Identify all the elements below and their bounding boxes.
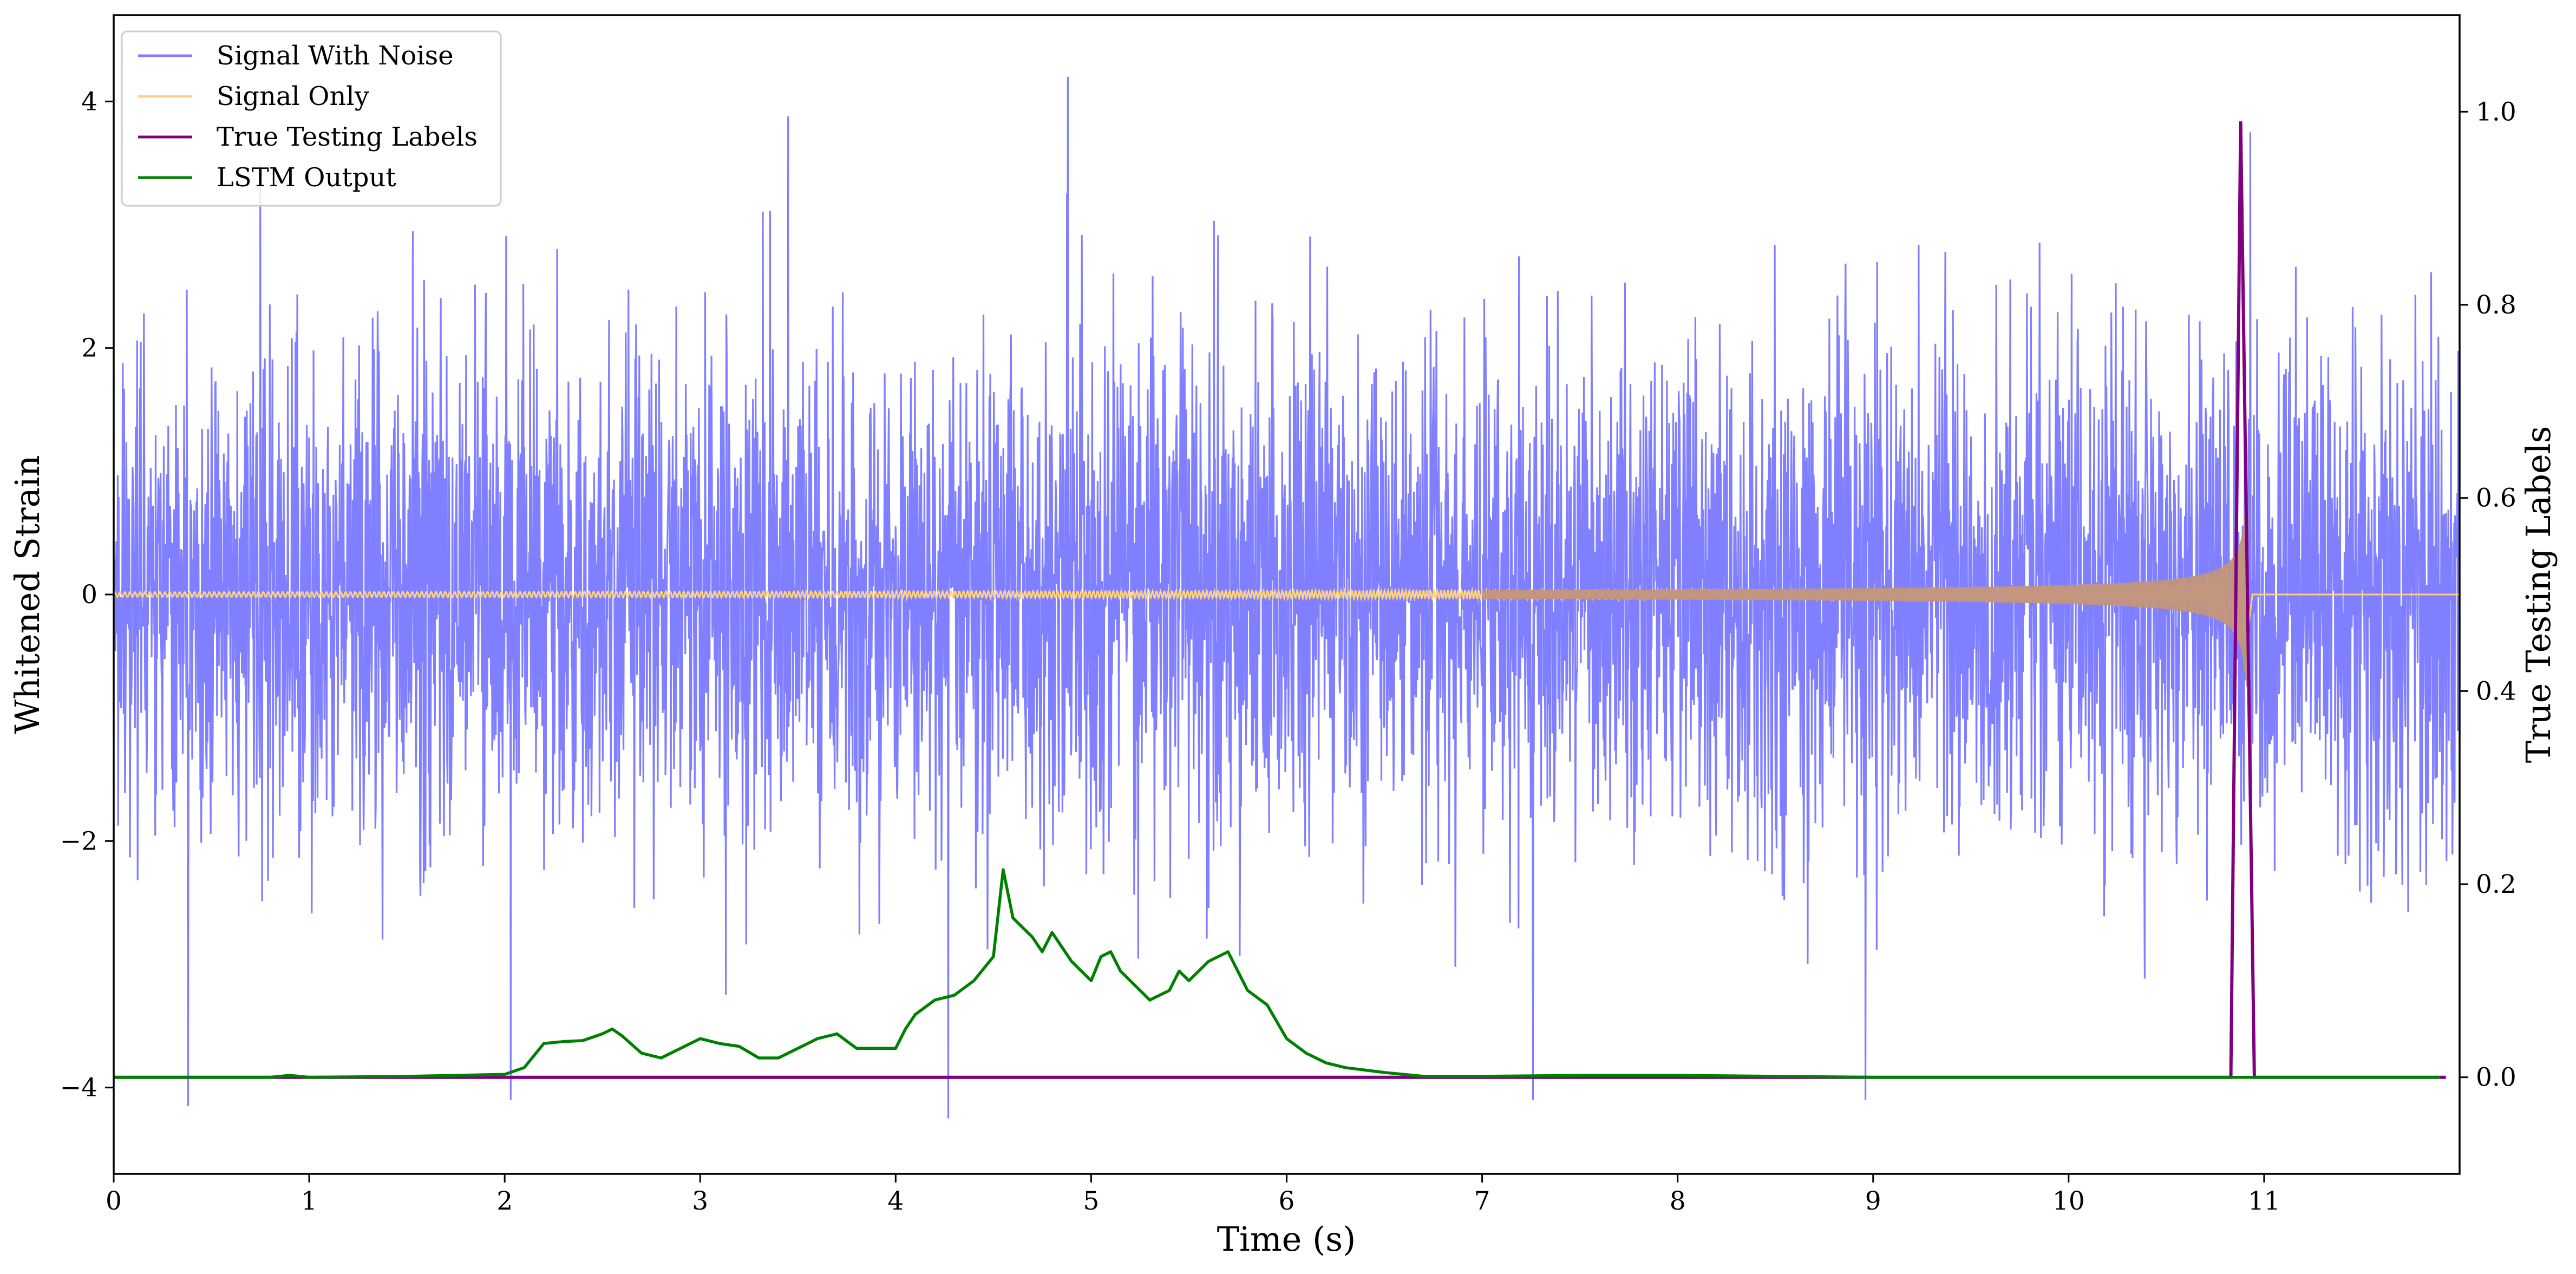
legend-box: [121, 30, 502, 207]
y-axis-right: 0.0 0.2 0.4 0.6 0.8 1.0: [2460, 97, 2516, 1093]
y-tick-label-right: 0.8: [2476, 290, 2516, 320]
x-tick-label: 11: [2248, 1186, 2280, 1216]
y-tick-label-left: −4: [60, 1073, 97, 1103]
y-tick-label-right: 0.2: [2476, 870, 2516, 899]
lstm-output-line: [114, 868, 2440, 1079]
y-axis-label-right: True Testing Labels: [2519, 426, 2558, 763]
x-tick-label: 2: [496, 1186, 513, 1216]
signal-only-envelope: [1482, 502, 2248, 687]
legend-label-signal-with-noise: Signal With Noise: [217, 41, 454, 71]
signal-with-noise-layer: [114, 76, 2460, 1119]
lstm-output-layer: [114, 868, 2440, 1079]
y-tick-label-right: 0.4: [2476, 676, 2516, 706]
x-tick-label: 10: [2052, 1186, 2085, 1216]
y-tick-label-right: 0.6: [2476, 484, 2516, 513]
plot-area: [114, 76, 2460, 1119]
x-tick-label: 8: [1670, 1186, 1686, 1216]
x-tick-label: 9: [1865, 1186, 1881, 1216]
x-tick-label: 1: [301, 1186, 317, 1216]
x-tick-label: 4: [887, 1186, 904, 1216]
legend-label-signal-only: Signal Only: [217, 81, 369, 112]
x-tick-label: 0: [106, 1186, 122, 1216]
y-tick-label-left: −2: [60, 826, 97, 856]
y-tick-label-right: 0.0: [2476, 1063, 2516, 1093]
x-axis-label: Time (s): [1217, 1219, 1356, 1259]
signal-only-layer: [114, 502, 2460, 687]
y-tick-label-left: 0: [81, 580, 97, 610]
legend-label-true-testing-labels: True Testing Labels: [217, 122, 478, 152]
x-tick-label: 6: [1279, 1186, 1295, 1216]
y-axis-label-left: Whitened Strain: [8, 455, 47, 734]
signal-with-noise-line: [114, 76, 2460, 1119]
y-tick-label-left: 2: [81, 334, 97, 363]
x-tick-label: 5: [1083, 1186, 1099, 1216]
y-tick-label-left: 4: [81, 87, 97, 116]
legend: Signal With Noise Signal Only True Testi…: [121, 30, 502, 207]
y-axis-left: −4 −2 0 2 4: [60, 87, 114, 1103]
x-tick-label: 3: [692, 1186, 708, 1216]
legend-label-lstm-output: LSTM Output: [217, 162, 396, 193]
x-axis: 0 1 2 3 4 5 6 7 8 9 10 11: [106, 1174, 2280, 1216]
x-tick-label: 7: [1474, 1186, 1490, 1216]
y-tick-label-right: 1.0: [2476, 97, 2516, 127]
